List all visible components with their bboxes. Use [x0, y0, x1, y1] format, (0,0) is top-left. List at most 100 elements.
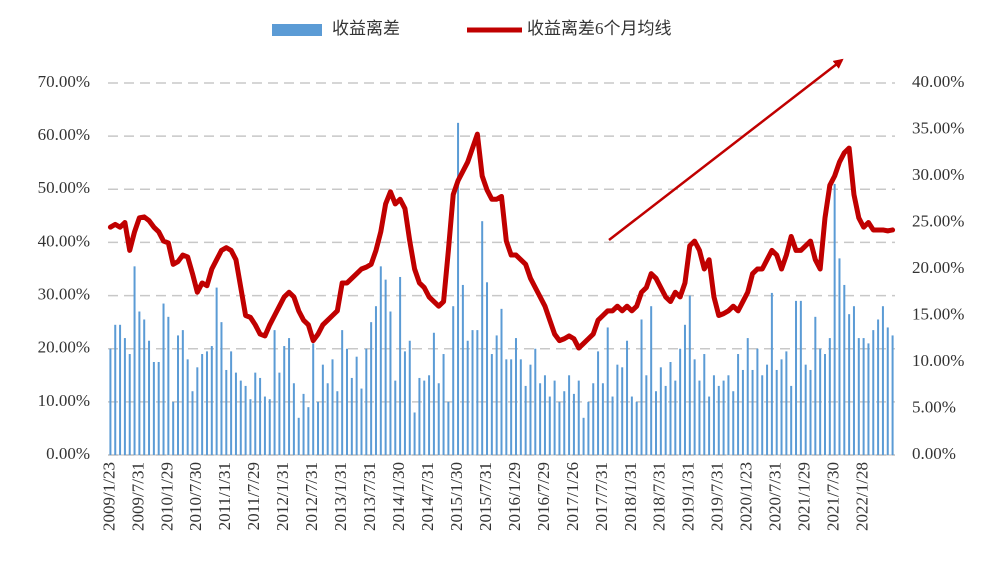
bar	[505, 359, 508, 455]
bar	[814, 316, 817, 455]
bar	[630, 396, 633, 455]
bar	[737, 354, 740, 455]
x-tick-label: 2020/7/31	[766, 462, 785, 531]
bar	[413, 412, 416, 455]
bar	[669, 362, 672, 455]
bar	[283, 346, 286, 455]
y-tick-label: 50.00%	[38, 178, 90, 197]
legend-label: 收益离差6个月均线	[527, 19, 672, 38]
x-tick-label: 2022/1/28	[853, 462, 872, 531]
bar	[317, 401, 320, 455]
bar	[785, 351, 788, 455]
bar	[659, 367, 662, 455]
bar	[447, 401, 450, 455]
bar	[114, 324, 117, 455]
bar	[336, 391, 339, 455]
bar	[529, 364, 532, 455]
bar	[534, 348, 537, 455]
x-tick-label: 2012/1/31	[273, 462, 292, 531]
bar	[119, 324, 122, 455]
bar	[708, 396, 711, 455]
bar	[645, 375, 648, 455]
bar	[674, 380, 677, 455]
bar	[302, 393, 305, 455]
bar	[268, 399, 271, 455]
x-tick-label: 2015/7/31	[476, 462, 495, 531]
bar	[852, 306, 855, 455]
x-tick-label: 2019/1/31	[679, 462, 698, 531]
bar	[688, 295, 691, 455]
x-tick-label: 2019/7/31	[708, 462, 727, 531]
bar	[437, 383, 440, 455]
bar	[891, 335, 894, 455]
bar	[186, 359, 189, 455]
bar	[355, 356, 358, 455]
bar	[679, 348, 682, 455]
bar	[442, 354, 445, 455]
y-tick-label: 30.00%	[38, 284, 90, 303]
line	[107, 131, 896, 351]
x-tick-label: 2016/1/29	[505, 462, 524, 531]
bar	[519, 359, 522, 455]
y2-tick-label: 30.00%	[912, 165, 964, 184]
bar	[698, 380, 701, 455]
bar	[597, 351, 600, 455]
bar	[384, 279, 387, 455]
bar	[196, 367, 199, 455]
bar	[761, 375, 764, 455]
bar	[263, 396, 266, 455]
bar	[215, 287, 218, 455]
bar	[539, 383, 542, 455]
bar	[374, 306, 377, 455]
bar	[370, 322, 373, 455]
bar	[790, 385, 793, 455]
bar	[881, 306, 884, 455]
bar	[601, 383, 604, 455]
y2-tick-label: 10.00%	[912, 351, 964, 370]
bar	[495, 335, 498, 455]
bar	[833, 183, 836, 455]
y-tick-label: 60.00%	[38, 125, 90, 144]
bar	[616, 364, 619, 455]
bar	[712, 375, 715, 455]
y-tick-label: 0.00%	[46, 444, 90, 463]
bar	[606, 327, 609, 455]
bar	[490, 354, 493, 455]
bar	[780, 359, 783, 455]
bar	[167, 316, 170, 455]
bar	[872, 330, 875, 455]
bar	[259, 377, 262, 455]
bar	[234, 372, 237, 455]
bar	[225, 369, 228, 455]
bar	[177, 335, 180, 455]
bar	[249, 399, 252, 455]
bar	[466, 340, 469, 455]
y2-tick-label: 25.00%	[912, 211, 964, 230]
bar	[848, 314, 851, 455]
bar	[461, 284, 464, 455]
bar	[244, 385, 247, 455]
bar	[828, 338, 831, 455]
y-tick-label: 10.00%	[38, 391, 90, 410]
bar	[553, 380, 556, 455]
bar	[867, 343, 870, 455]
x-tick-label: 2011/1/31	[215, 462, 234, 530]
bar	[476, 330, 479, 455]
bar	[341, 330, 344, 455]
x-tick-label: 2017/1/26	[563, 462, 582, 531]
x-tick-label: 2009/7/31	[128, 462, 147, 531]
bar	[220, 322, 223, 455]
bar	[432, 332, 435, 455]
bar	[693, 359, 696, 455]
bar	[365, 348, 368, 455]
bar	[572, 393, 575, 455]
bar	[292, 383, 295, 455]
bar	[109, 348, 112, 455]
bar	[886, 327, 889, 455]
bar	[297, 417, 300, 455]
bar	[230, 351, 233, 455]
bar	[592, 383, 595, 455]
bar	[775, 369, 778, 455]
y2-tick-label: 40.00%	[912, 72, 964, 91]
